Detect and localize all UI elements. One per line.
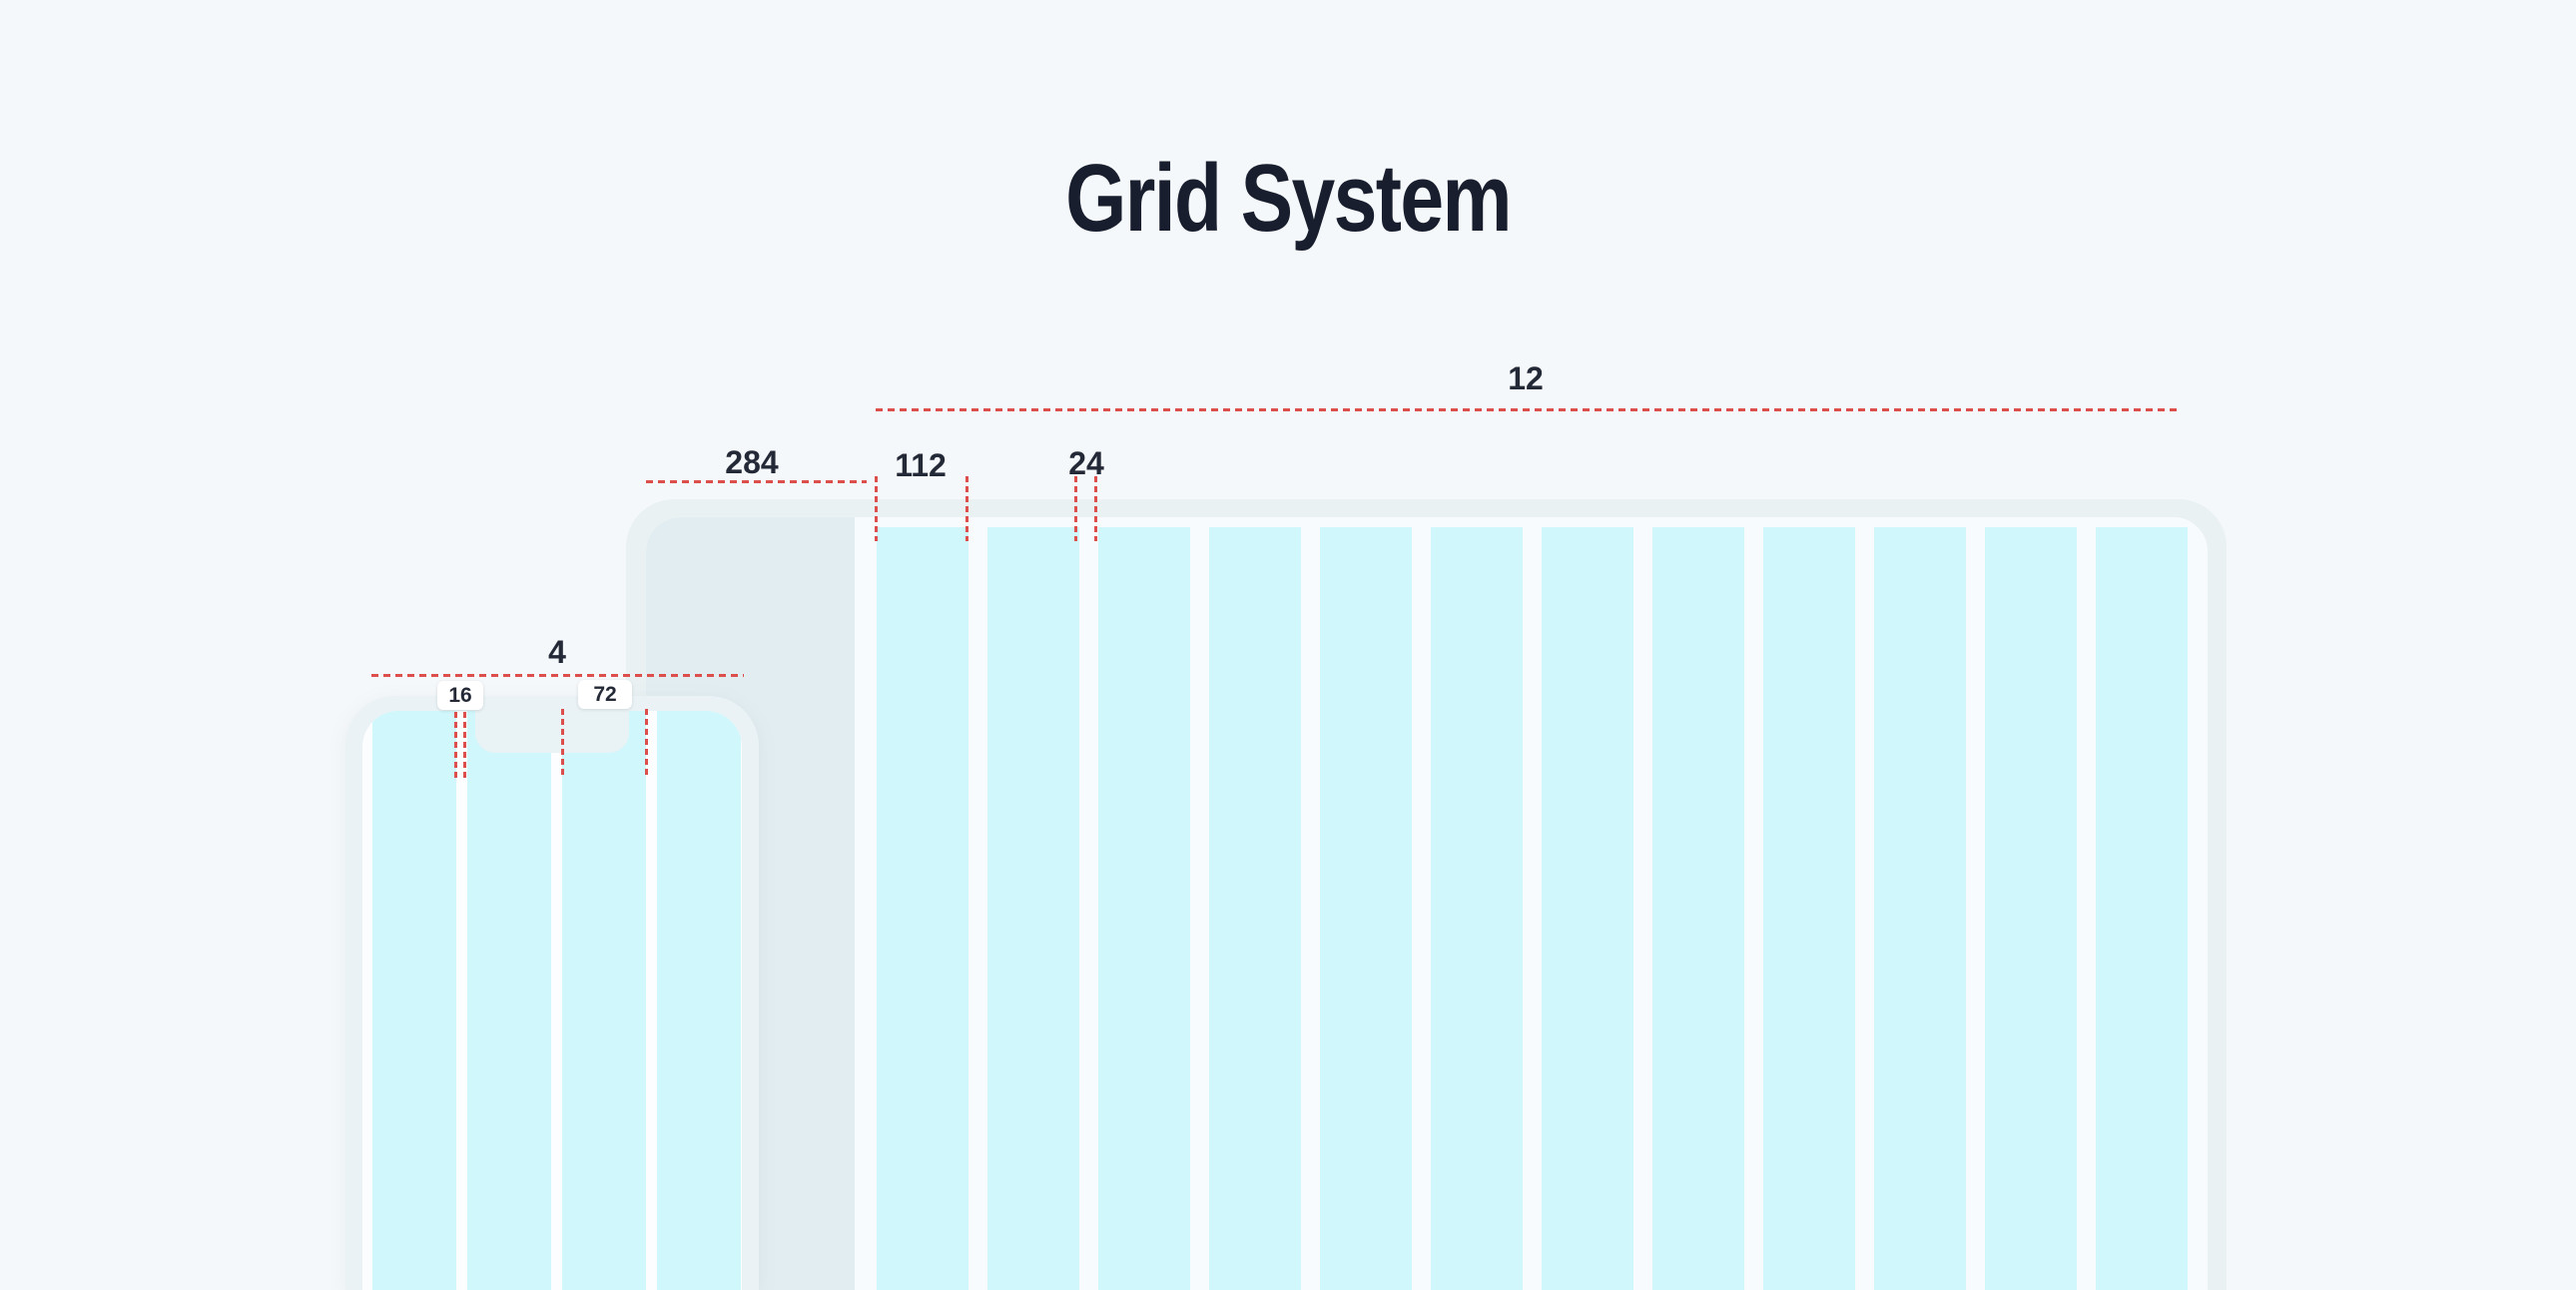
tick-desktop-column-left: [875, 476, 878, 541]
tick-mobile-column-left: [561, 709, 564, 777]
label-chip-mobile-column-width: 72: [578, 680, 632, 709]
grid-column: [877, 527, 968, 1290]
grid-column: [467, 711, 551, 1290]
tick-desktop-gutter-left: [1074, 476, 1077, 541]
dimension-line-mobile-columns: [371, 674, 744, 677]
grid-column: [372, 711, 456, 1290]
dimension-line-desktop-margin: [646, 480, 867, 483]
label-mobile-column-count: 4: [548, 634, 566, 670]
grid-column: [657, 711, 741, 1290]
phone-screen: [362, 711, 742, 1290]
grid-column: [562, 711, 646, 1290]
label-desktop-margin: 284: [725, 444, 779, 480]
tick-mobile-column-right: [645, 709, 648, 777]
grid-column: [1763, 527, 1855, 1290]
tick-mobile-gutter-left: [454, 712, 457, 782]
label-desktop-gutter: 24: [1068, 445, 1104, 481]
tick-mobile-gutter-right: [463, 712, 466, 782]
label-mobile-gutter: 16: [448, 684, 472, 707]
label-mobile-column-width: 72: [593, 683, 617, 706]
label-chip-mobile-gutter: 16: [437, 681, 483, 710]
laptop-screen: [646, 517, 2208, 1290]
phone-grid-columns: [372, 711, 741, 1290]
grid-column: [1098, 527, 1190, 1290]
grid-column: [1209, 527, 1301, 1290]
grid-column: [1542, 527, 1633, 1290]
dimension-line-desktop-columns: [876, 408, 2177, 411]
laptop-mockup: [626, 497, 2227, 1290]
grid-column: [1431, 527, 1523, 1290]
grid-column: [2096, 527, 2188, 1290]
grid-column: [1985, 527, 2077, 1290]
grid-column: [1874, 527, 1966, 1290]
grid-column: [1652, 527, 1744, 1290]
label-desktop-column-width: 112: [895, 447, 947, 483]
page-title: Grid System: [1065, 145, 1512, 252]
tick-desktop-gutter-right: [1094, 476, 1097, 541]
grid-column: [1320, 527, 1412, 1290]
label-desktop-column-count: 12: [1508, 360, 1544, 396]
tick-desktop-column-right: [966, 476, 968, 541]
phone-mockup: [345, 696, 759, 1290]
laptop-grid-columns: [877, 527, 2188, 1290]
grid-column: [987, 527, 1079, 1290]
phone-notch: [475, 711, 629, 753]
